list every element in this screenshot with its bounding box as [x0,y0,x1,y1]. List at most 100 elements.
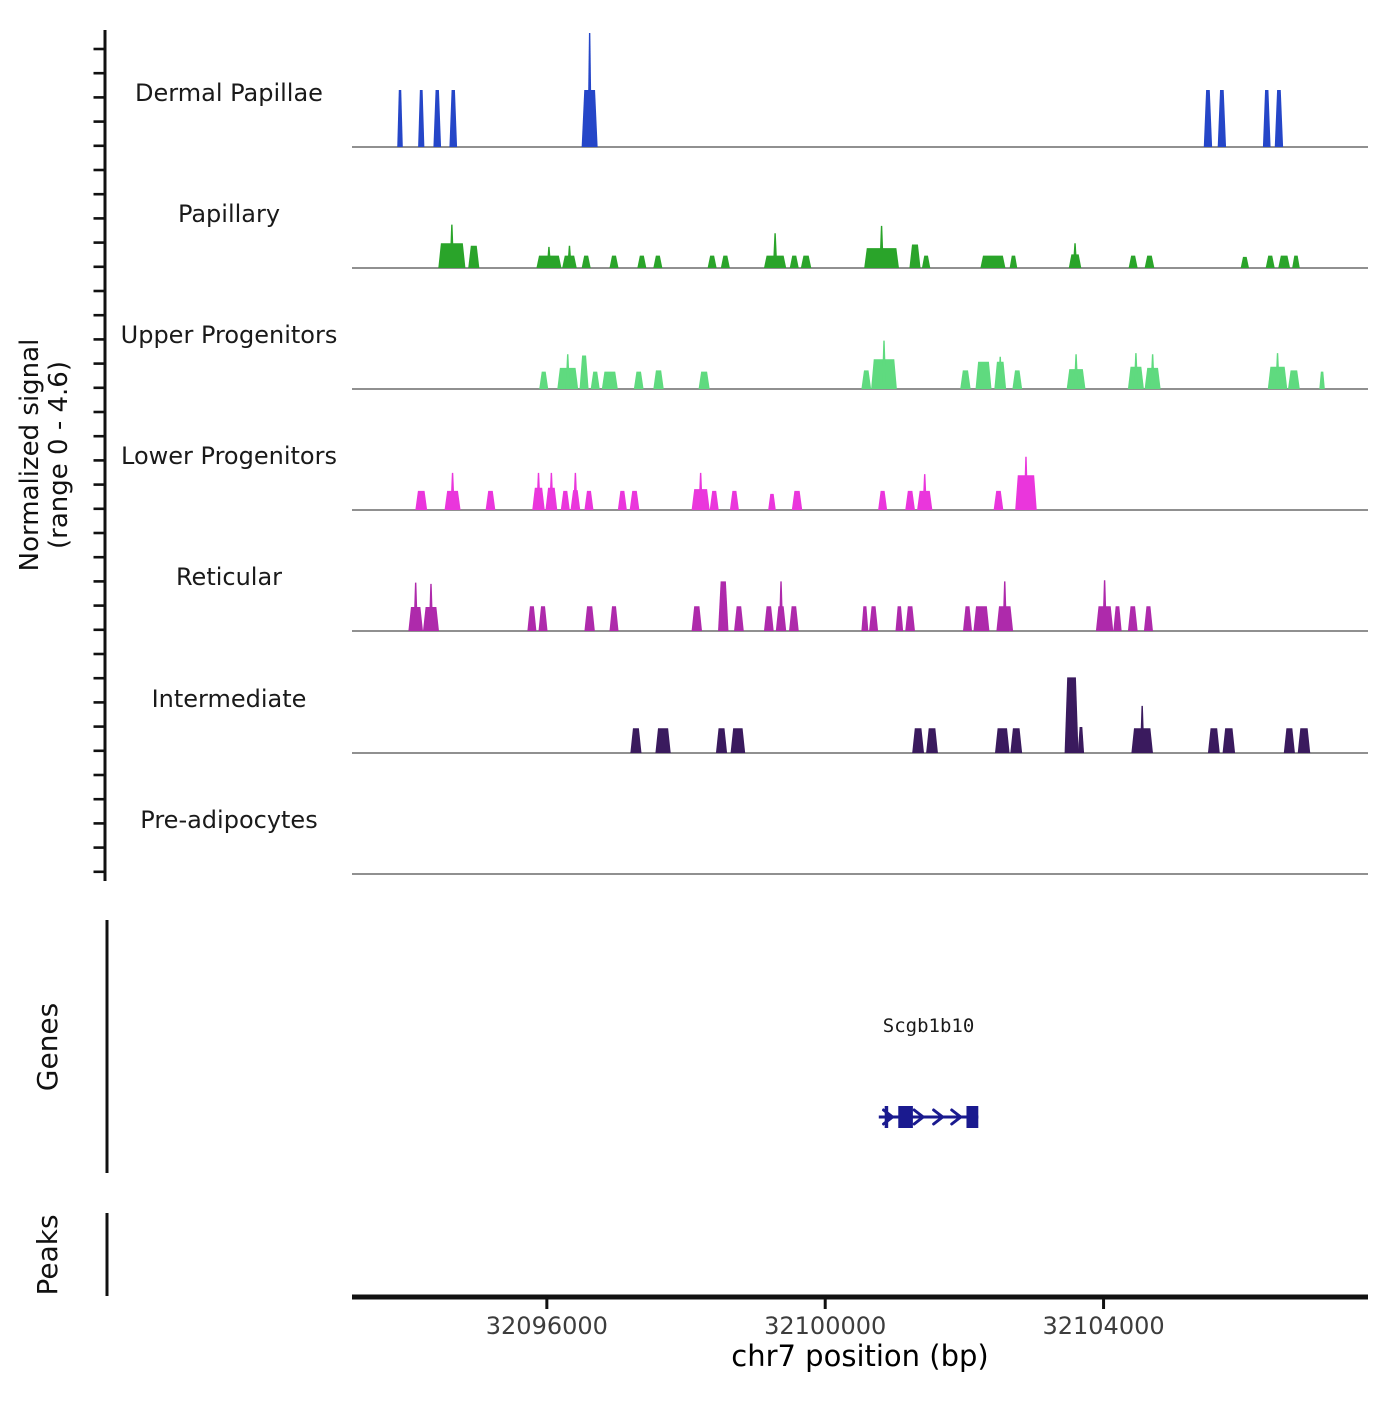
signal-peak-spike [881,340,887,389]
signal-peak [1127,606,1138,631]
signal-peak [709,490,719,510]
y-axis-label-line2: (range 0 - 4.6) [44,361,74,549]
track-reticular: Reticular [176,563,1368,632]
signal-peak [584,606,595,631]
signal-peak-spike [922,474,927,510]
signal-peak [729,490,739,510]
signal-tracks: Dermal Papillae Papillary Upper Progenit… [121,33,1368,875]
signal-peak [912,728,925,753]
track-papillary: Papillary [178,200,1368,269]
signal-peak-spike [1139,705,1145,753]
signal-peak [905,490,915,510]
signal-peak [1297,728,1311,753]
signal-peak-spike [1073,354,1079,389]
signal-peak-spike [1275,353,1280,389]
signal-peak-spike [546,246,552,268]
track-peaks [630,677,1311,753]
signal-peak-spike [428,583,434,631]
gene-exon [966,1106,979,1128]
signal-peak [1262,90,1271,147]
signal-peak [720,255,730,268]
signal-peak-spike [567,245,572,268]
signal-peak [707,255,717,268]
track-peaks [397,33,1284,147]
signal-peak [895,606,904,631]
x-tick-label: 32096000 [486,1312,608,1340]
signal-peak-spike [565,354,570,389]
signal-peak [1283,728,1295,753]
signal-peak [1128,255,1138,268]
track-label: Papillary [178,200,280,228]
signal-peak [653,255,663,268]
signal-peak [791,490,803,510]
x-axis-ticks: 32096000 32100000 32104000 [486,1297,1165,1340]
signal-peak [1265,255,1275,268]
gene-glyph-scgb1b10 [878,1106,979,1128]
signal-peak [1010,728,1023,753]
x-axis-title: chr7 position (bp) [731,1339,988,1373]
gene-strand-arrow-icon [932,1108,946,1126]
track-label: Reticular [176,563,282,591]
signal-peak [655,728,671,753]
signal-peak [538,606,548,631]
signal-peak-spike [1002,581,1007,631]
signal-peak [601,371,618,389]
signal-peak [698,371,710,389]
signal-peak [730,728,746,753]
gene-strand-arrow-icon [882,1108,895,1126]
signal-peak [1287,370,1300,389]
track-label: Upper Progenitors [121,321,338,349]
signal-peak-spike [1150,354,1155,389]
signal-peak [633,371,644,389]
signal-peak [539,371,549,389]
signal-peak-spike [1023,456,1029,510]
signal-peak [1144,255,1155,268]
signal-peak [1240,256,1250,268]
signal-peak [789,606,799,631]
signal-peak [1077,726,1085,753]
peaks-section: Peaks [31,1213,109,1296]
signal-peak-spike [536,472,541,510]
signal-peak [1217,90,1227,147]
signal-peak [691,606,703,631]
signal-peak [449,90,458,147]
genes-section-label: Genes [31,1003,64,1091]
signal-peak [1203,90,1213,147]
signal-peak [789,255,799,268]
signal-peak-spike [413,582,418,631]
signal-peak [921,255,931,268]
signal-peak [397,90,403,147]
gene-strand-arrow-icon [950,1108,964,1126]
track-peaks [408,580,1153,631]
signal-peak-spike [1072,243,1078,268]
signal-peak [1319,371,1325,389]
signal-peak [905,606,915,631]
signal-peak [581,255,591,268]
signal-peak [433,90,442,147]
signal-peak-spike [450,472,455,510]
signal-peak [653,370,664,389]
gene-name-label: Scgb1b10 [883,1015,975,1037]
track-dermal-papillae: Dermal Papillae [135,33,1368,148]
track-peaks [438,224,1300,268]
track-peaks [415,456,1037,510]
signal-peak [962,606,973,631]
signal-peak [1064,677,1079,753]
signal-peak [609,606,619,631]
track-label: Lower Progenitors [121,442,337,470]
signal-peak [869,606,879,631]
signal-peak [1292,255,1300,268]
signal-peak [1113,606,1122,631]
signal-peak-spike [772,233,778,268]
track-label: Pre-adipocytes [140,806,317,834]
x-axis: 32096000 32100000 32104000 chr7 position (… [352,1294,1368,1373]
signal-peak-spike [1102,580,1107,631]
signal-peak [768,493,776,510]
signal-peak-spike [549,472,554,510]
signal-peak [960,370,971,389]
signal-peak [878,490,888,510]
signal-peak [1274,90,1284,147]
signal-peak-spike [698,472,703,510]
signal-peak-spike [573,472,578,510]
